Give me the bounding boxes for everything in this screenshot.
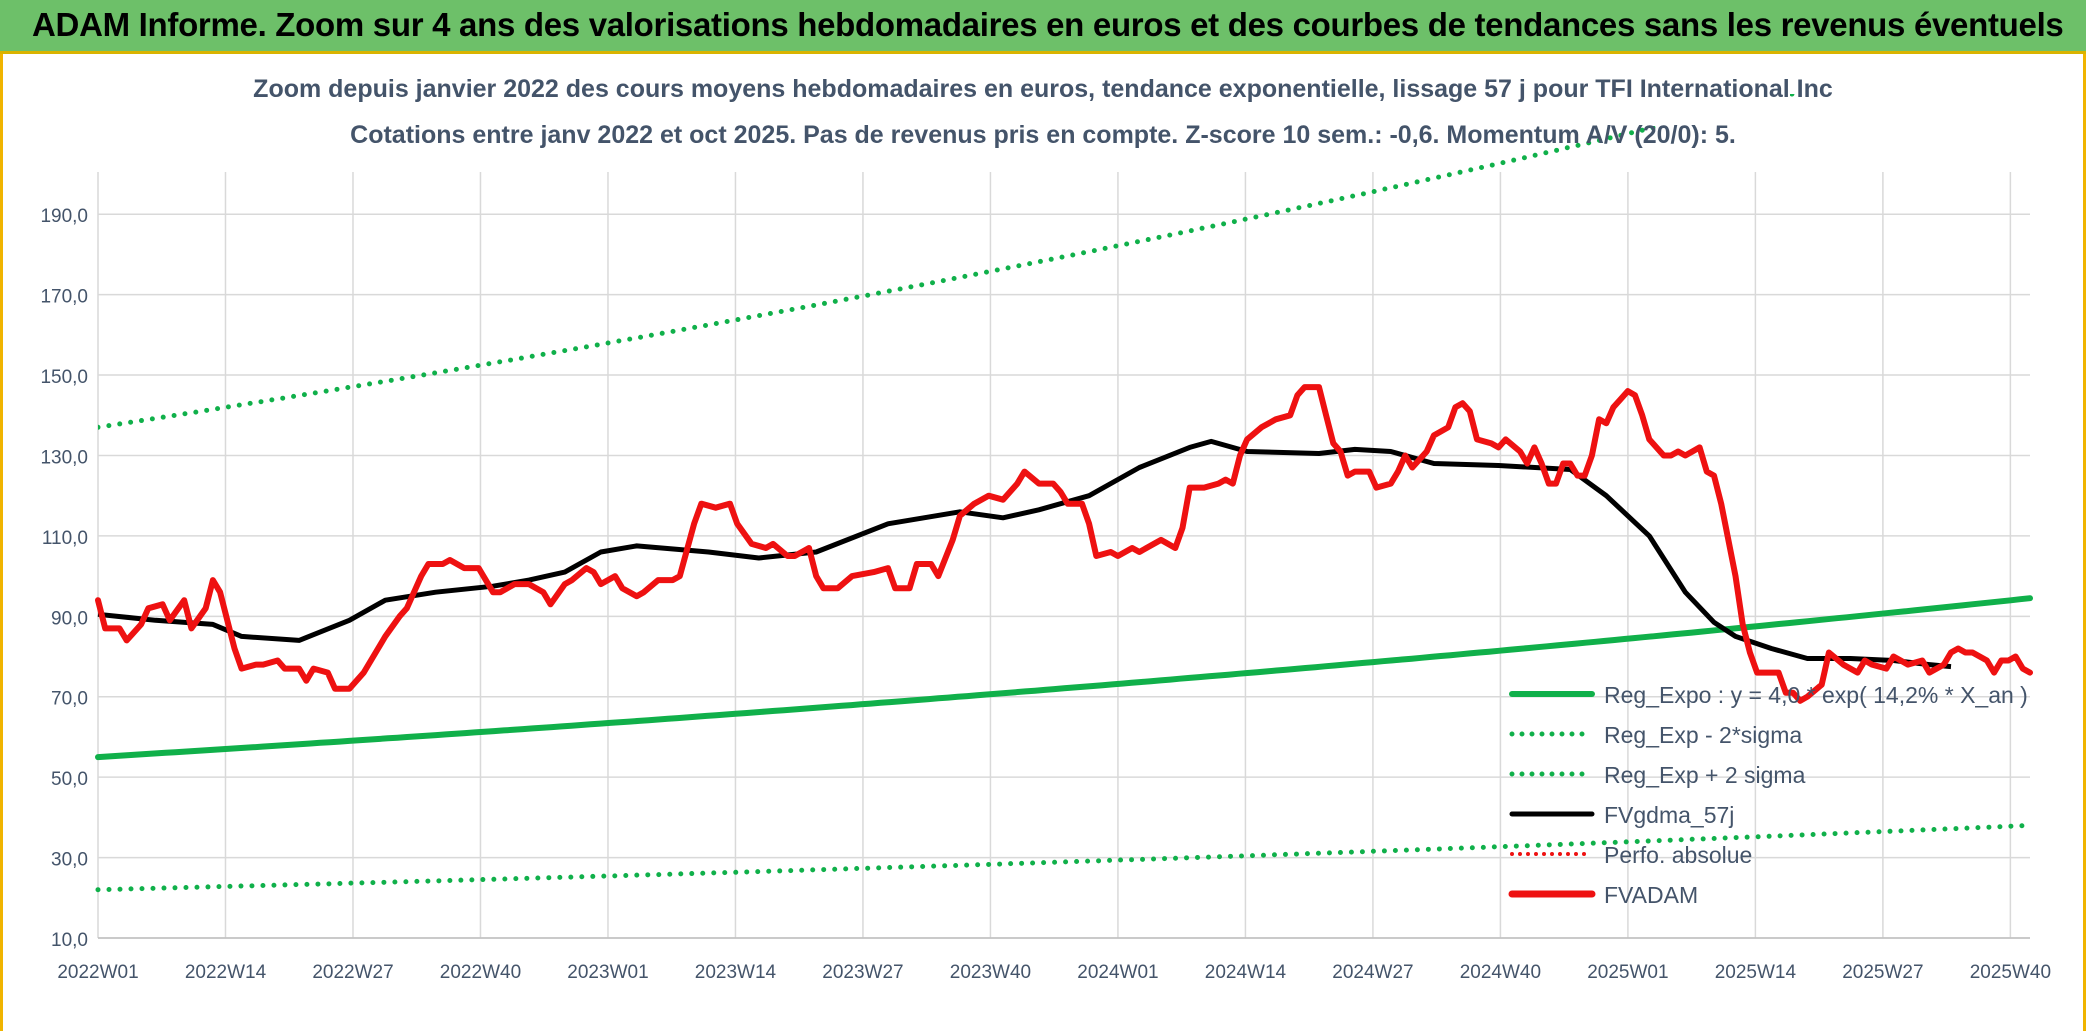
x-tick-label: 2024W01: [1077, 962, 1158, 983]
x-tick-label: 2022W01: [57, 962, 138, 983]
legend-label: Reg_Exp + 2 sigma: [1604, 762, 1806, 788]
y-tick-label: 130,0: [40, 447, 88, 468]
series-price: [95, 384, 2033, 704]
x-tick-label: 2024W27: [1332, 962, 1413, 983]
chart-title-line2: Cotations entre janv 2022 et oct 2025. P…: [350, 121, 1736, 149]
x-tick-label: 2022W27: [312, 962, 393, 983]
legend-label: FVADAM: [1604, 882, 1698, 908]
series-smoothed: [97, 438, 1952, 670]
y-tick-label: 30,0: [51, 850, 88, 871]
header-bar: ADAM Informe. Zoom sur 4 ans des valoris…: [0, 0, 2086, 54]
legend-label: FVgdma_57j: [1604, 802, 1734, 828]
title-background: [290, 60, 1790, 126]
y-tick-label: 190,0: [40, 206, 88, 227]
x-tick-label: 2025W27: [1842, 962, 1923, 983]
x-tick-label: 2025W01: [1587, 962, 1668, 983]
x-tick-label: 2022W14: [185, 962, 267, 983]
chart-title-line1: Zoom depuis janvier 2022 des cours moyen…: [253, 75, 1833, 103]
x-tick-label: 2022W40: [440, 962, 521, 983]
x-tick-label: 2025W40: [1970, 962, 2051, 983]
page-title: ADAM Informe. Zoom sur 4 ans des valoris…: [32, 6, 2064, 43]
legend-label: Perfo. absolue: [1604, 842, 1752, 868]
chart-title-box: Zoom depuis janvier 2022 des cours moyen…: [253, 60, 1833, 149]
x-tick-label: 2024W14: [1205, 962, 1287, 983]
chart-area: Zoom depuis janvier 2022 des cours moyen…: [0, 54, 2086, 1031]
y-tick-label: 110,0: [42, 528, 88, 549]
x-tick-label: 2024W40: [1460, 962, 1541, 983]
grid-lines: [97, 172, 2030, 939]
axis-labels: 10,0 30,0 50,0 70,0 90,0 110,0 130,0 150,0 170,0…: [40, 206, 2051, 983]
y-tick-label: 10,0: [51, 930, 88, 951]
legend-label: Reg_Expo : y = 4,0 * exp( 14,2% * X_an ): [1604, 682, 2028, 708]
series-lower-band: [95, 822, 2033, 893]
line-chart: Zoom depuis janvier 2022 des cours moyen…: [40, 60, 2051, 983]
x-tick-label: 2023W40: [950, 962, 1031, 983]
y-tick-label: 170,0: [40, 287, 88, 308]
x-tick-label: 2025W14: [1715, 962, 1797, 983]
x-tick-label: 2023W01: [567, 962, 648, 983]
y-tick-label: 150,0: [40, 367, 88, 388]
x-tick-label: 2023W27: [822, 962, 903, 983]
x-tick-label: 2023W14: [695, 962, 777, 983]
y-tick-label: 90,0: [51, 608, 88, 629]
legend: Reg_Expo : y = 4,0 * exp( 14,2% * X_an )…: [1508, 682, 2028, 908]
legend-label: Reg_Exp - 2*sigma: [1604, 722, 1802, 748]
y-tick-label: 70,0: [51, 689, 88, 710]
series-regression: [95, 595, 2033, 761]
y-tick-label: 50,0: [51, 769, 88, 790]
